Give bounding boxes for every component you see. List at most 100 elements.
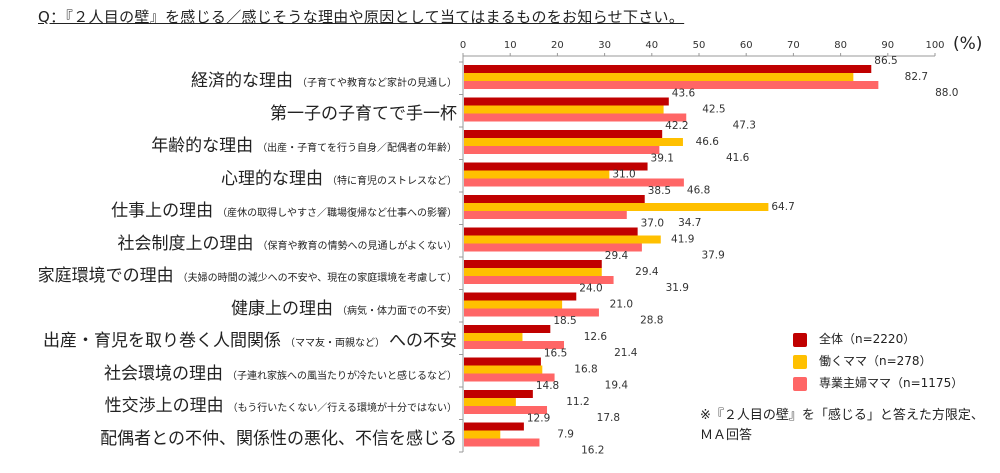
category-label: 配偶者との不仲、関係性の悪化、不信を感じる (100, 424, 457, 449)
data-label: 11.2 (566, 396, 589, 408)
bar (464, 146, 660, 154)
bar (464, 243, 642, 252)
bar (464, 341, 565, 349)
bar (464, 195, 645, 203)
legend-swatch (793, 376, 807, 391)
data-label: 38.5 (648, 185, 671, 197)
bar (464, 113, 687, 122)
x-tick-label: 90 (881, 40, 894, 51)
category-main: 家庭環境での理由 (37, 266, 174, 286)
bar (464, 390, 533, 398)
data-label: 31.9 (666, 282, 689, 294)
category-main: 出産・育児を取り巻く人間関係 (43, 331, 281, 351)
data-label: 86.5 (874, 55, 897, 67)
bar (464, 373, 555, 382)
data-label: 12.6 (584, 331, 608, 343)
data-label: 37.0 (641, 218, 664, 230)
x-tick-label: 20 (551, 40, 564, 51)
bar (464, 227, 638, 236)
data-label: 37.9 (701, 250, 724, 262)
data-label: 28.8 (640, 315, 663, 327)
category-main: 社会環境の理由 (104, 363, 223, 384)
bar (464, 300, 563, 309)
note-line-1: ※『２人目の壁』を「感じる」と答えた方限定、 (700, 408, 984, 423)
data-label: 46.6 (696, 136, 720, 148)
category-label: 社会環境の理由 （子連れ家族への風当たりが冷たいと感じるなど） (104, 359, 457, 384)
legend-item: 全体（n=2220） (793, 330, 915, 347)
data-label: 64.7 (771, 201, 794, 213)
bar (464, 365, 543, 374)
data-label: 16.5 (544, 348, 567, 360)
category-suffix: への不安 (389, 331, 457, 351)
bar (464, 333, 523, 341)
bar (464, 406, 548, 414)
x-tick-label: 100 (925, 40, 944, 51)
bar (464, 235, 661, 244)
category-label: 社会制度上の理由 （保育や教育の情勢への見通しがよくない） (118, 229, 458, 254)
x-tick-label: 10 (504, 40, 517, 51)
data-label: 18.5 (553, 315, 576, 327)
data-label: 14.8 (536, 380, 559, 392)
category-sub: （子連れ家族への風当たりが冷たいと感じるなど） (227, 370, 457, 382)
data-label: 41.6 (726, 152, 750, 164)
data-label: 42.5 (702, 104, 725, 116)
x-tick-label: 30 (598, 40, 611, 51)
data-label: 19.4 (605, 380, 629, 392)
data-label: 16.2 (581, 445, 604, 457)
bar (464, 398, 516, 406)
category-main: 健康上の理由 (231, 298, 333, 319)
unit-label: (%) (953, 34, 983, 54)
category-sub: （ママ友・両親など） (285, 338, 385, 349)
bar (464, 430, 501, 439)
legend-label: 働くママ（n=278） (819, 354, 932, 368)
data-label: 34.7 (678, 217, 701, 229)
category-main: 年齢的な理由 (151, 136, 254, 156)
category-label: 年齢的な理由 （出産・子育てを行う自身／配偶者の年齢） (151, 131, 457, 156)
bar (464, 357, 541, 366)
legend-item: 働くママ（n=278） (793, 352, 932, 369)
category-main: 心理的な理由 (221, 168, 323, 189)
category-label: 仕事上の理由 （産休の取得しやすさ／職場復帰など仕事への影響） (111, 196, 457, 221)
bar (464, 178, 684, 187)
category-main: 社会制度上の理由 (117, 233, 254, 254)
bar (464, 292, 577, 301)
bar (464, 308, 599, 317)
category-sub: （子育てや教育など家計の見通し） (297, 78, 457, 89)
category-sub: （病気・体力面での不安） (337, 305, 457, 317)
category-label: 出産・育児を取り巻く人間関係 （ママ友・両親など） への不安 (43, 326, 457, 351)
category-sub: （もう行いたくない／行える環境が十分ではない） (227, 403, 457, 414)
bar (464, 438, 540, 447)
legend-swatch (793, 354, 807, 369)
category-sub: （出産・子育てを行う自身／配偶者の年齢） (257, 143, 457, 154)
data-label: 29.4 (635, 266, 659, 278)
category-label: 心理的な理由 （特に育児のストレスなど） (221, 164, 457, 189)
x-tick-label: 40 (645, 40, 658, 51)
bar (464, 81, 879, 89)
data-label: 82.7 (905, 71, 928, 83)
data-label: 12.9 (527, 413, 550, 425)
bar (464, 203, 769, 211)
data-label: 7.9 (557, 429, 574, 441)
data-label: 88.0 (935, 87, 958, 99)
category-label: 第一子の子育てで手一杯 (270, 99, 457, 124)
category-label: 健康上の理由 （病気・体力面での不安） (231, 294, 457, 319)
bar (464, 162, 648, 171)
bar (464, 422, 524, 431)
data-label: 24.0 (579, 283, 602, 295)
legend-label: 全体（n=2220） (819, 332, 916, 346)
bar (464, 138, 683, 146)
category-main: 仕事上の理由 (111, 201, 214, 221)
bar (464, 260, 602, 268)
data-label: 47.3 (733, 120, 756, 132)
category-label: 経済的な理由 （子育てや教育など家計の見通し） (191, 66, 457, 91)
data-label: 42.2 (665, 120, 688, 132)
data-label: 21.4 (614, 347, 638, 359)
category-main: 経済的な理由 (191, 71, 293, 91)
bar (464, 170, 610, 179)
question-title: Q：『２人目の壁』を感じる／感じそうな理由や原因として当てはまるものをお知らせ下… (38, 8, 685, 26)
category-main: 性交渉上の理由 (104, 396, 224, 416)
x-tick-label: 60 (740, 40, 753, 51)
bar (464, 211, 627, 219)
category-label: 家庭環境での理由 （夫婦の時間の減少への不安や、現在の家庭環境を考慮して） (38, 261, 457, 286)
